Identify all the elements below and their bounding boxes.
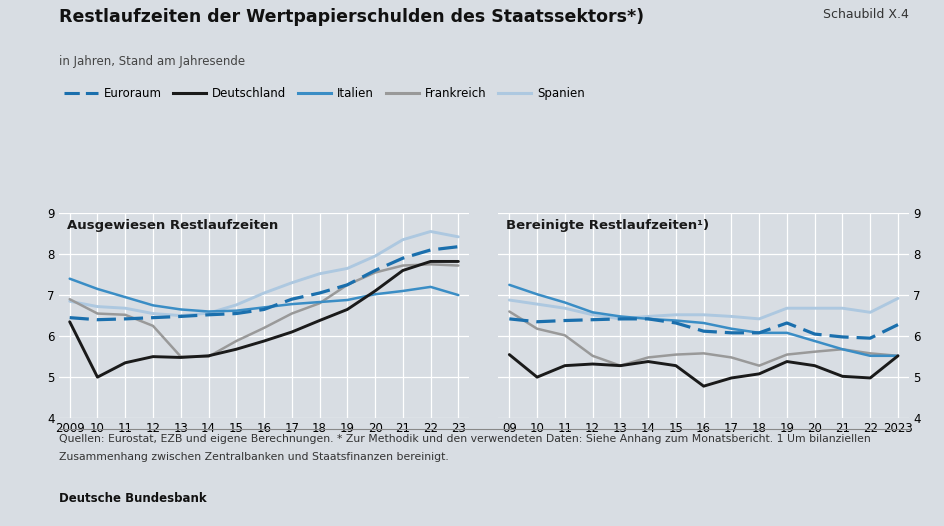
- Text: Deutsche Bundesbank: Deutsche Bundesbank: [59, 492, 206, 505]
- Text: Restlaufzeiten der Wertpapierschulden des Staatssektors*): Restlaufzeiten der Wertpapierschulden de…: [59, 8, 643, 26]
- Text: Zusammenhang zwischen Zentralbanken und Staatsfinanzen bereinigt.: Zusammenhang zwischen Zentralbanken und …: [59, 452, 447, 462]
- Text: Bereinigte Restlaufzeiten¹): Bereinigte Restlaufzeiten¹): [506, 219, 709, 232]
- Legend: Euroraum, Deutschland, Italien, Frankreich, Spanien: Euroraum, Deutschland, Italien, Frankrei…: [64, 87, 584, 100]
- Text: Quellen: Eurostat, EZB und eigene Berechnungen. * Zur Methodik und den verwendet: Quellen: Eurostat, EZB und eigene Berech…: [59, 434, 869, 444]
- Text: Ausgewiesen Restlaufzeiten: Ausgewiesen Restlaufzeiten: [67, 219, 278, 232]
- Text: in Jahren, Stand am Jahresende: in Jahren, Stand am Jahresende: [59, 55, 244, 68]
- Text: Schaubild X.4: Schaubild X.4: [822, 8, 908, 21]
